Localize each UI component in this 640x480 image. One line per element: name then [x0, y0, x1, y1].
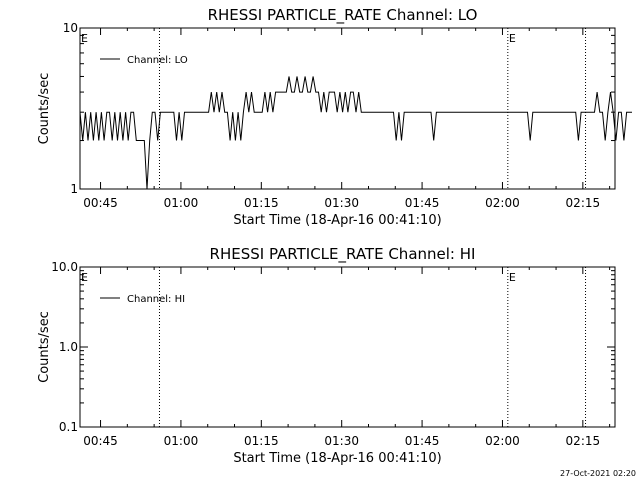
p2-flag-marker-label: E — [509, 271, 516, 284]
p1-x-axis-label: Start Time (18-Apr-16 00:41:10) — [233, 213, 441, 228]
p1-chart-title: RHESSI PARTICLE_RATE Channel: LO — [208, 6, 478, 25]
p2-x-tick-label: 02:15 — [566, 434, 601, 448]
p1-x-tick-label: 00:45 — [83, 196, 118, 210]
p1-y-tick-label: 1 — [70, 182, 78, 196]
footer-timestamp: 27-Oct-2021 02:20 — [560, 469, 636, 478]
p1-x-tick-label: 02:15 — [566, 196, 601, 210]
p1-plot-frame — [79, 27, 616, 190]
p2-y-axis-label: Counts/sec — [37, 311, 52, 383]
p2-y-tick-label: 10.0 — [51, 260, 78, 274]
p2-legend-label: Channel: HI — [127, 294, 185, 305]
p2-flag-marker-label: E — [81, 271, 88, 284]
p1-x-tick-label: 01:15 — [244, 196, 279, 210]
p2-x-tick-label: 02:00 — [485, 434, 520, 448]
p2-plot-frame — [79, 266, 616, 428]
p2-x-tick-label: 01:15 — [244, 434, 279, 448]
p1-series-line — [79, 76, 632, 190]
p1-x-tick-label: 01:00 — [164, 196, 199, 210]
p2-x-tick-label: 01:45 — [405, 434, 440, 448]
p1-x-tick-label: 02:00 — [485, 196, 520, 210]
p2-x-axis-label: Start Time (18-Apr-16 00:41:10) — [233, 451, 441, 466]
p1-legend-label: Channel: LO — [127, 55, 188, 66]
p1-x-tick-label: 01:45 — [405, 196, 440, 210]
p1-y-axis-label: Counts/sec — [37, 73, 52, 145]
p1-flag-marker-label: E — [81, 32, 88, 45]
p1-y-tick-label: 10 — [63, 21, 78, 35]
p2-x-tick-label: 01:30 — [324, 434, 359, 448]
p2-y-tick-label: 0.1 — [59, 420, 78, 434]
p1-x-tick-label: 01:30 — [324, 196, 359, 210]
p1-flag-marker-label: E — [509, 32, 516, 45]
p2-x-tick-label: 00:45 — [83, 434, 118, 448]
p2-chart-title: RHESSI PARTICLE_RATE Channel: HI — [210, 245, 476, 264]
p2-y-tick-label: 1.0 — [59, 340, 78, 354]
p2-x-tick-label: 01:00 — [164, 434, 199, 448]
